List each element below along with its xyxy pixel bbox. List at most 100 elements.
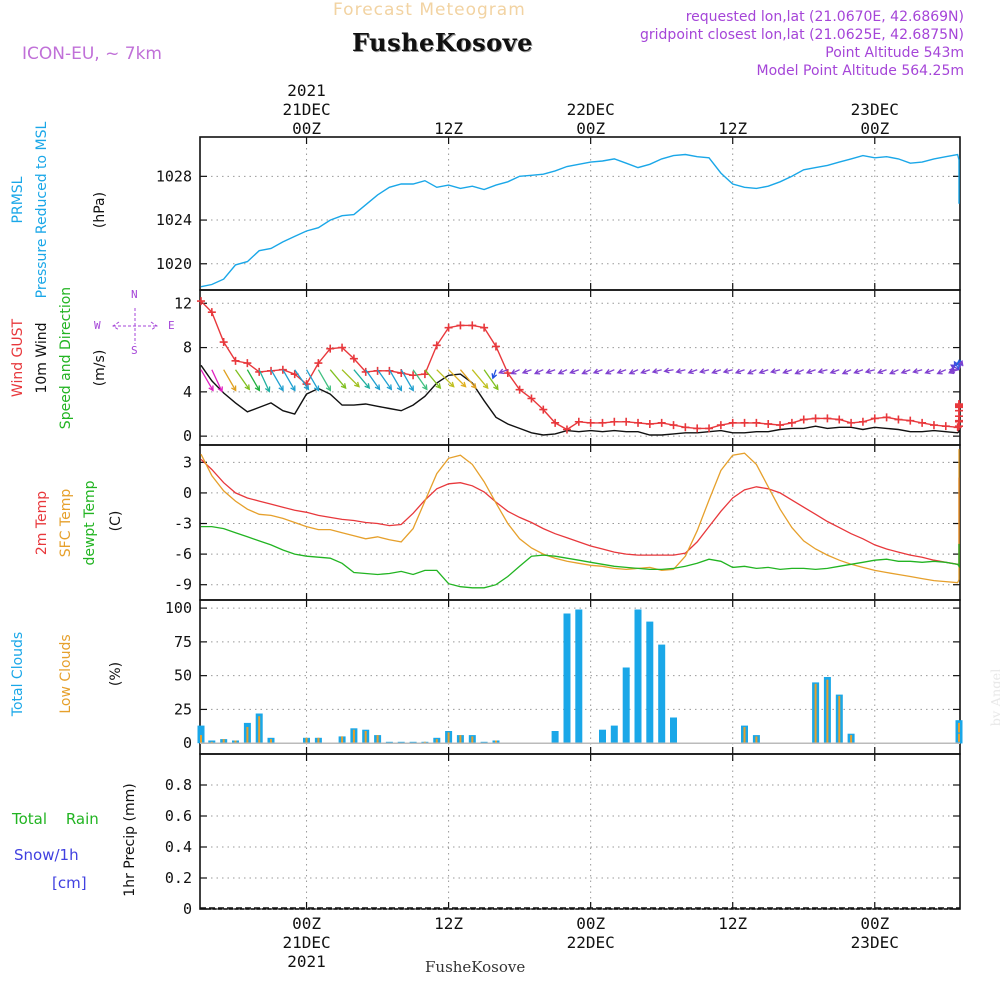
wind-direction-arrow (329, 369, 347, 390)
cloud-bar-total (646, 621, 654, 744)
time-label-top: 00Z (860, 119, 889, 138)
gust-marker (574, 417, 583, 426)
wind-direction-arrow (498, 368, 509, 375)
wind-direction-arrow (557, 369, 568, 375)
series-wind-gust (200, 300, 960, 431)
series-dewpt-temp (201, 525, 960, 589)
gust-marker (811, 414, 820, 423)
wind-direction-arrow (628, 369, 639, 375)
wind-direction-arrow (687, 368, 698, 375)
time-label-bottom: 12Z (718, 914, 747, 933)
wind-direction-arrow (957, 359, 964, 370)
wind-direction-arrow (794, 369, 805, 375)
gust-marker (953, 423, 962, 432)
cloud-bar-low (234, 740, 237, 744)
y-tick-label: 8 (183, 339, 192, 357)
wind-direction-arrow (246, 369, 261, 392)
cloud-bar-low (270, 739, 272, 744)
wind-direction-arrow (912, 368, 923, 374)
gust-marker (657, 418, 666, 427)
cloud-bar-low (364, 731, 367, 744)
wind-direction-arrow (448, 369, 467, 388)
y-tick-label: 1020 (156, 255, 192, 273)
gust-marker (799, 415, 808, 424)
gust-marker (787, 418, 796, 427)
wind-direction-arrow (817, 368, 828, 374)
gust-marker (219, 338, 228, 347)
cloud-bar-low (743, 727, 746, 744)
gust-marker (929, 421, 938, 430)
gust-marker (586, 418, 595, 427)
wind-direction-arrow (699, 368, 710, 374)
wind-direction-arrow (841, 369, 852, 375)
gust-marker (243, 359, 252, 368)
wind-direction-arrow (317, 369, 332, 392)
gust-marker (491, 342, 500, 351)
wind-direction-arrow (805, 368, 816, 375)
wind-direction-arrow (353, 369, 371, 390)
wind-direction-arrow (258, 369, 271, 393)
gust-marker (361, 367, 370, 376)
gust-marker (752, 418, 761, 427)
wind-direction-arrow (436, 369, 455, 388)
gust-marker (562, 425, 571, 434)
y-tick-label: 100 (165, 599, 192, 617)
wind-direction-arrow (758, 368, 769, 375)
wind-direction-arrow (651, 368, 662, 374)
gust-marker (918, 418, 927, 427)
wind-direction-arrow (223, 369, 237, 392)
series-prmsl (200, 153, 960, 288)
gust-marker (432, 341, 441, 350)
wind-direction-arrow (282, 369, 296, 392)
wind-direction-arrow (853, 368, 864, 375)
wind-direction-arrow (400, 369, 414, 392)
cloud-bar-low (447, 732, 450, 744)
gust-marker (716, 421, 725, 430)
wind-direction-arrow (770, 368, 781, 374)
cloud-bar-low (495, 740, 497, 744)
footer-station: FusheKosove (425, 958, 526, 976)
wind-direction-arrow (604, 369, 615, 375)
time-label-bottom: 00Z (860, 914, 889, 933)
gust-marker (349, 354, 358, 363)
cloud-bar-low (222, 739, 225, 744)
y-tick-label: 50 (174, 667, 192, 685)
station-title: FusheKosove (352, 28, 533, 57)
time-label-bottom: 12Z (434, 914, 463, 933)
gust-marker (858, 417, 867, 426)
compass-w: W (94, 319, 101, 332)
gust-marker (527, 394, 536, 403)
wind-direction-arrow (424, 369, 442, 390)
y-tick-label: 4 (183, 383, 192, 401)
compass-s: S (131, 344, 138, 357)
precip-legend-rain: Rain (65, 810, 99, 828)
time-label-top: 00Z (292, 119, 321, 138)
y-tick-label: 0 (183, 734, 192, 752)
series-2m-temp (200, 458, 960, 565)
y-tick-label: 1028 (156, 167, 192, 185)
gust-marker (278, 365, 287, 374)
wind-direction-arrow (924, 368, 935, 375)
wind-direction-arrow (388, 369, 403, 392)
time-label-bottom: 22DEC (567, 933, 615, 952)
gust-marker (598, 418, 607, 427)
wind-direction-arrow (521, 368, 532, 375)
series-sfc-temp (200, 449, 960, 584)
cloud-bar-total (599, 729, 606, 744)
wind-direction-arrow (722, 368, 733, 374)
precip-legend-unit: [cm] (52, 874, 87, 892)
cloud-bar-total (622, 667, 630, 744)
wind-direction-arrow (936, 369, 947, 375)
gust-marker (338, 343, 347, 352)
wind-direction-arrow (459, 369, 477, 390)
gust-marker (823, 414, 832, 423)
gust-marker (456, 321, 465, 330)
time-label-bottom: 00Z (576, 914, 605, 933)
gust-marker (539, 405, 548, 414)
gust-marker (681, 423, 690, 432)
wind-direction-arrow (675, 368, 686, 374)
y-tick-label: 0.8 (165, 776, 192, 794)
cloud-bar-total (610, 725, 618, 744)
panel-frame-4 (199, 753, 961, 910)
